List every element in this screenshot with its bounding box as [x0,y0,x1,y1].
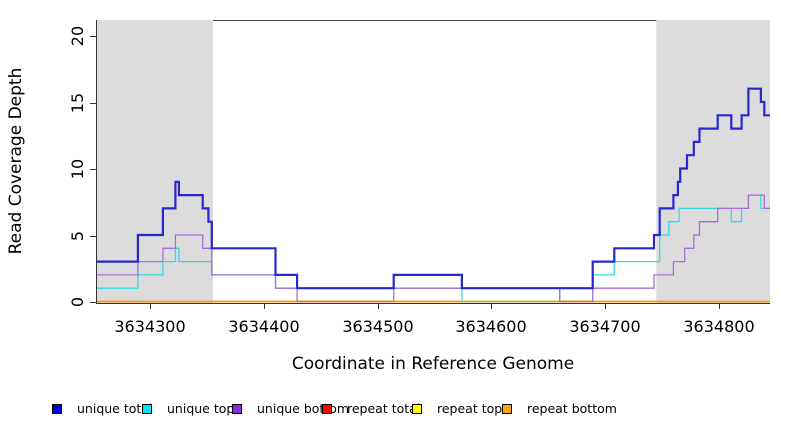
y-tick-mark [90,236,96,237]
x-tick-label: 3634800 [683,317,755,336]
legend-label: unique bottom [257,401,350,416]
legend-swatch-icon [142,404,152,414]
legend-label: unique total [77,401,153,416]
series-unique-bottom [97,194,770,303]
legend-swatch-icon [52,404,62,414]
y-tick-mark [90,302,96,303]
legend-label: repeat bottom [527,401,617,416]
x-tick-mark [491,304,492,309]
legend-swatch-icon [322,404,332,414]
x-tick-mark [605,304,606,309]
chart-canvas [97,20,770,303]
series-unique-total [97,87,770,290]
x-tick-label: 3634300 [114,317,186,336]
x-tick-label: 3634700 [569,317,641,336]
x-tick-mark [378,304,379,309]
y-tick-label: 5 [68,230,87,242]
x-tick-mark [150,304,151,309]
y-tick-mark [90,36,96,37]
y-tick-label: 0 [68,296,87,308]
x-tick-label: 3634500 [342,317,414,336]
legend-label: repeat top [437,401,503,416]
y-tick-mark [90,103,96,104]
legend-swatch-icon [412,404,422,414]
shaded-region [97,20,213,303]
legend-label: repeat total [347,401,421,416]
legend: unique total unique top unique bottom repea… [0,399,792,419]
x-tick-label: 3634400 [228,317,300,336]
x-tick-mark [719,304,720,309]
legend-swatch-icon [232,404,242,414]
legend-label: unique top [167,401,235,416]
y-tick-label: 20 [68,25,87,47]
y-axis-title: Read Coverage Depth [6,67,26,255]
y-tick-label: 15 [68,92,87,114]
x-axis-title: Coordinate in Reference Genome [291,354,575,374]
shaded-region [656,20,770,303]
legend-swatch-icon [502,404,512,414]
y-tick-label: 10 [68,158,87,180]
x-tick-mark [264,304,265,309]
x-tick-label: 3634600 [455,317,527,336]
y-tick-mark [90,169,96,170]
plot-area [96,20,770,304]
